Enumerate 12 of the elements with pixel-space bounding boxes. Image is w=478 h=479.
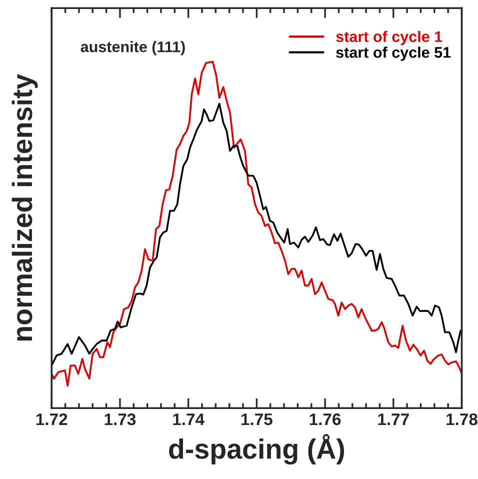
- x-tick-label: 1.77: [378, 414, 409, 426]
- x-axis-title: d-spacing (Å): [169, 434, 344, 464]
- x-tick-label: 1.76: [310, 413, 341, 426]
- x-tick-label: 1.73: [104, 413, 136, 426]
- x-tick-label: 1.72: [36, 413, 68, 426]
- x-tick-label: 1.78: [446, 413, 478, 426]
- legend-label: start of cycle 51: [336, 46, 451, 61]
- y-axis-title: normalized intensity: [12, 74, 38, 341]
- legend-label: start of cycle 1: [336, 30, 442, 46]
- text: austenite (111): [80, 41, 185, 56]
- x-tick-label: 1.75: [242, 414, 272, 426]
- x-tick-label: 1.74: [173, 414, 204, 426]
